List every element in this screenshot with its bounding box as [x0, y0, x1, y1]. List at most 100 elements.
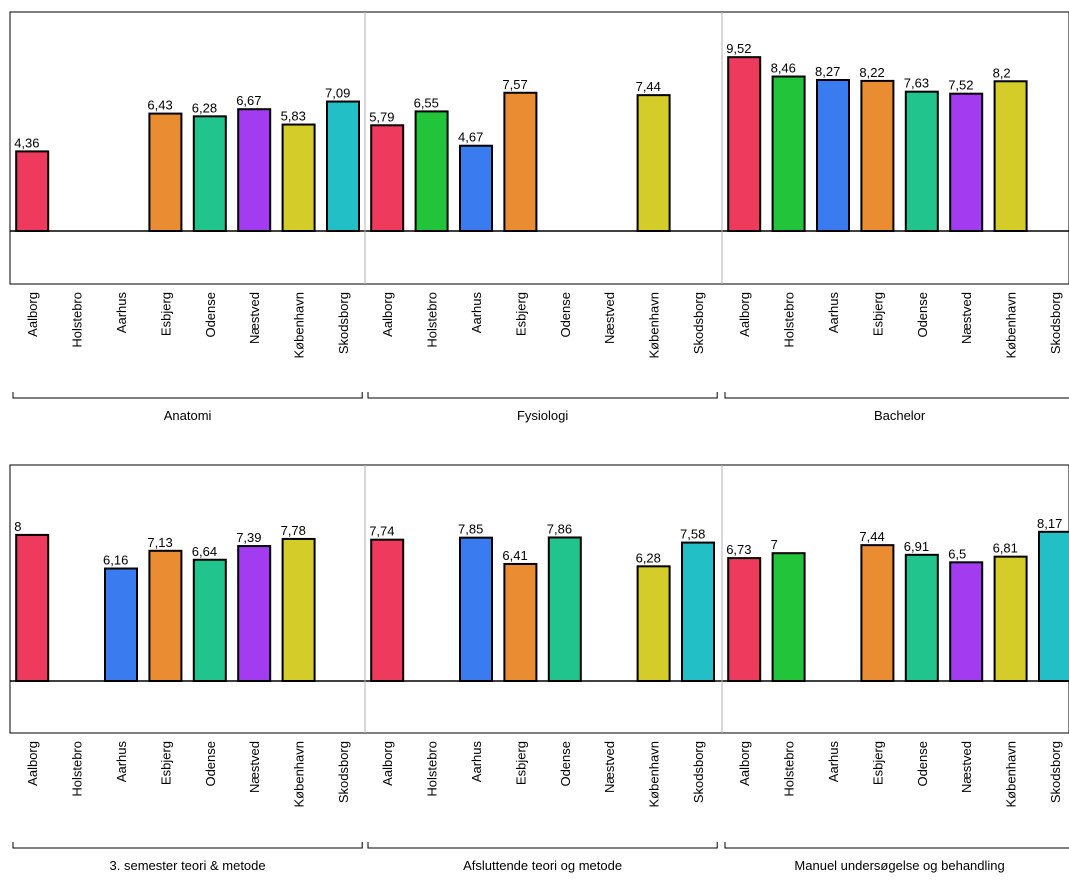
- bar: [281, 123, 316, 232]
- bar: [727, 557, 762, 683]
- bar-value-label: 6,41: [502, 548, 527, 563]
- bar: [370, 124, 405, 232]
- category-tick-label: Odense: [203, 741, 218, 787]
- bar: [15, 533, 50, 682]
- group-bracket: [367, 392, 718, 399]
- category-tick-label: Næstved: [602, 741, 617, 793]
- bar: [459, 144, 493, 232]
- category-tick-label: Holstebro: [425, 292, 440, 348]
- bar-value-label: 7,13: [147, 535, 172, 550]
- bar-value-label: 6,91: [904, 539, 929, 554]
- bar-value-label: 8,17: [1037, 516, 1062, 531]
- category-tick-label: Odense: [558, 741, 573, 787]
- bar: [503, 91, 538, 232]
- bar: [414, 110, 449, 232]
- category-tick-label: Aalborg: [737, 741, 752, 786]
- category-tick-label: Næstved: [602, 292, 617, 344]
- category-tick-label: Næstved: [247, 292, 262, 344]
- category-tick-label: Næstved: [959, 741, 974, 793]
- category-tick-label: Holstebro: [782, 292, 797, 348]
- category-tick-label: Skodsborg: [336, 741, 351, 803]
- bar: [326, 100, 360, 232]
- category-tick-label: København: [647, 292, 662, 359]
- bar-value-label: 6,43: [147, 98, 172, 113]
- bar-value-label: 7,58: [680, 527, 705, 542]
- bar: [237, 108, 272, 232]
- category-tick-label: Esbjerg: [513, 292, 528, 336]
- bar: [192, 558, 227, 682]
- bar: [860, 79, 895, 232]
- bar-value-label: 6,5: [948, 546, 966, 561]
- bar-value-label: 7,74: [369, 524, 394, 539]
- bar: [904, 553, 939, 683]
- bar-value-label: 6,28: [636, 550, 661, 565]
- bar: [727, 56, 762, 233]
- plot-frame: [9, 11, 1069, 285]
- bar: [503, 562, 538, 683]
- category-tick-label: Holstebro: [70, 292, 85, 348]
- bar: [15, 150, 50, 232]
- category-tick-label: Næstved: [247, 741, 262, 793]
- category-tick-label: Holstebro: [425, 741, 440, 797]
- bar-value-label: 6,73: [726, 542, 751, 557]
- group-label: Afsluttende teori og metode: [463, 858, 622, 873]
- category-tick-label: Holstebro: [70, 741, 85, 797]
- bar-value-label: 6,28: [192, 100, 217, 115]
- bar-value-label: 6,55: [414, 95, 439, 110]
- category-tick-label: Aarhus: [826, 741, 841, 783]
- group-bracket: [724, 842, 1069, 849]
- bar-value-label: 7: [771, 537, 778, 552]
- group-bracket: [12, 392, 363, 399]
- category-tick-label: Aarhus: [469, 292, 484, 334]
- bar: [636, 94, 671, 232]
- category-tick-label: Skodsborg: [336, 292, 351, 354]
- category-tick-label: Aalborg: [25, 292, 40, 337]
- bar-value-label: 6,16: [103, 553, 128, 568]
- group-label: Manuel undersøgelse og behandling: [794, 858, 1004, 873]
- bar-value-label: 5,79: [369, 109, 394, 124]
- bar: [816, 78, 850, 232]
- bar-value-label: 4,67: [458, 130, 483, 145]
- plot-frame: [9, 464, 1069, 734]
- bar-value-label: 8,27: [815, 64, 840, 79]
- bar-value-label: 8,46: [771, 61, 796, 76]
- category-tick-label: Aalborg: [380, 292, 395, 337]
- category-tick-label: Skodsborg: [691, 741, 706, 803]
- bar: [771, 552, 806, 682]
- category-tick-label: København: [1004, 292, 1019, 359]
- category-tick-label: København: [1004, 741, 1019, 808]
- bar-value-label: 7,57: [502, 77, 527, 92]
- bar-value-label: 7,09: [325, 86, 350, 101]
- category-tick-label: Aarhus: [826, 292, 841, 334]
- bar-value-label: 5,83: [281, 109, 306, 124]
- category-tick-label: Odense: [915, 741, 930, 787]
- category-tick-label: Odense: [558, 292, 573, 338]
- group-label: Fysiologi: [517, 408, 568, 423]
- bar: [237, 545, 272, 682]
- bar: [547, 536, 582, 682]
- category-tick-label: Esbjerg: [870, 292, 885, 336]
- bar-value-label: 7,86: [547, 521, 572, 536]
- bar-value-label: 4,36: [14, 135, 39, 150]
- category-tick-label: Aalborg: [737, 292, 752, 337]
- bar-value-label: 7,44: [859, 529, 884, 544]
- group-label: 3. semester teori & metode: [110, 858, 266, 873]
- category-tick-label: Esbjerg: [158, 292, 173, 336]
- bar-value-label: 8: [14, 519, 21, 534]
- category-tick-label: Skodsborg: [1048, 741, 1063, 803]
- category-tick-label: Skodsborg: [1048, 292, 1063, 354]
- bar: [104, 567, 138, 682]
- category-tick-label: Esbjerg: [513, 741, 528, 785]
- bar-value-label: 7,44: [636, 79, 661, 94]
- bar-value-label: 6,81: [993, 541, 1018, 556]
- category-tick-label: Aarhus: [114, 292, 129, 334]
- bar-value-label: 9,52: [726, 41, 751, 56]
- category-tick-label: Aalborg: [380, 741, 395, 786]
- category-tick-label: Aalborg: [25, 741, 40, 786]
- category-tick-label: Holstebro: [782, 741, 797, 797]
- bar-value-label: 7,85: [458, 522, 483, 537]
- bar: [148, 549, 183, 683]
- category-tick-label: Aarhus: [469, 741, 484, 783]
